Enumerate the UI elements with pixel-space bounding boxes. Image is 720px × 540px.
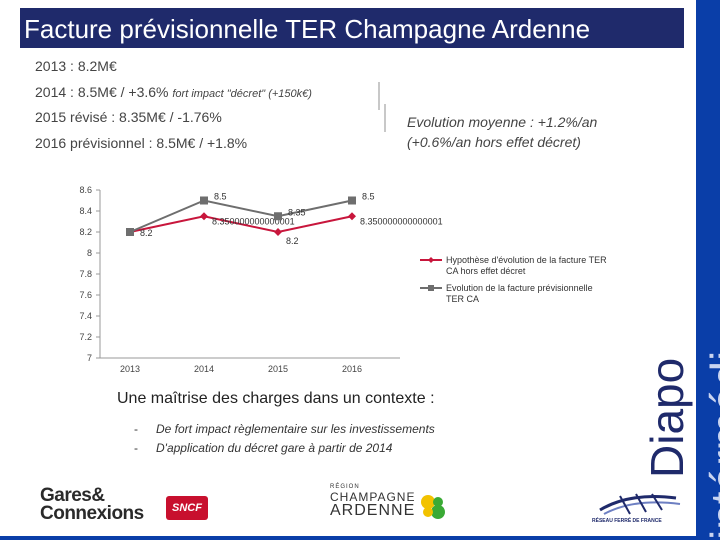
- legend-label-2-line2: TER CA: [446, 294, 479, 304]
- right-decor-strip: [696, 0, 720, 540]
- bullet-item: - De fort impact règlementaire sur les in…: [134, 422, 435, 436]
- series-1-point: [348, 212, 356, 221]
- series-2-point: [126, 228, 134, 236]
- y-tick-label: 7: [87, 353, 92, 363]
- line-2014-note: fort impact "décret" (+150k€): [172, 88, 312, 100]
- bullet-item: - D'application du décret gare à partir d…: [134, 441, 393, 455]
- series-line-1: [129, 215, 353, 234]
- x-tick-label: 2013: [120, 364, 140, 374]
- bottom-decor-strip: [0, 536, 720, 540]
- evolution-chart: 7 7.2 7.4 7.6 7.8 8 8.2 8.4 8.6 2013 2014 2015 2016 8…: [79, 185, 607, 374]
- title-bar: Facture prévisionnelle TER Champagne Ard…: [20, 8, 684, 48]
- data-label: 8.2: [286, 236, 299, 246]
- series-2-point: [200, 196, 208, 205]
- y-tick-label: 7.6: [79, 290, 92, 300]
- y-tick-label: 8: [87, 248, 92, 258]
- evolution-box: Evolution moyenne : +1.2%/an (+0.6%/an h…: [407, 112, 597, 152]
- y-tick-label: 8.4: [79, 206, 92, 216]
- series-2-point: [348, 196, 356, 205]
- region-emblem-icon: [421, 495, 445, 519]
- legend-label-2-line1: Evolution de la facture prévisionnelle: [446, 283, 593, 293]
- x-tick-label: 2015: [268, 364, 288, 374]
- x-tick-label: 2016: [342, 364, 362, 374]
- data-label: 8.350000000000001: [360, 216, 443, 226]
- legend-marker-1: [428, 257, 434, 263]
- separator-1: [378, 82, 380, 110]
- data-label: 8.2: [140, 228, 153, 238]
- data-label: 8.5: [362, 192, 375, 202]
- slide-title: Facture prévisionnelle TER Champagne Ard…: [24, 14, 591, 44]
- sncf-logo: SNCF: [166, 496, 208, 520]
- line-2016-text: 2016 prévisionnel : 8.5M€ / +1.8%: [35, 135, 248, 151]
- gares-connexions-logo: Gares& Connexions: [40, 485, 144, 524]
- y-tick-label: 8.6: [79, 185, 92, 195]
- separator-2: [384, 104, 386, 132]
- line-2014: 2014 : 8.5M€ / +3.6% fort impact "décret…: [35, 84, 312, 100]
- line-2014-text: 2014 : 8.5M€ / +3.6%: [35, 84, 173, 100]
- legend-label-1-line1: Hypothèse d'évolution de la facture TER: [446, 255, 607, 265]
- data-label: 8.350000000000001: [212, 216, 295, 226]
- y-tick-label: 7.8: [79, 269, 92, 279]
- evolution-line-1: Evolution moyenne : +1.2%/an: [407, 114, 598, 130]
- data-label: 8.35: [288, 207, 306, 217]
- line-2015-text: 2015 révisé : 8.35M€ / -1.76%: [35, 109, 222, 125]
- bullet-list: - De fort impact règlementaire sur les in…: [134, 420, 435, 458]
- y-tick-label: 8.2: [79, 227, 92, 237]
- series-line-2: [129, 199, 353, 233]
- section-subtitle: Une maîtrise des charges dans un context…: [117, 390, 435, 407]
- legend-label-1-line2: CA hors effet décret: [446, 266, 526, 276]
- bullet-text: D'application du décret gare à partir de…: [156, 441, 393, 455]
- rff-logo: RÉSEAU FERRÉ DE FRANCE: [590, 488, 686, 528]
- rff-emblem-icon: [599, 493, 681, 515]
- bullet-text: De fort impact règlementaire sur les inv…: [156, 422, 435, 436]
- line-2013: 2013 : 8.2M€: [35, 58, 117, 74]
- y-tick-label: 7.2: [79, 332, 92, 342]
- side-faint-text: intérmédi: [701, 350, 720, 540]
- line-2016: 2016 prévisionnel : 8.5M€ / +1.8%: [35, 135, 247, 151]
- evolution-line-2: (+0.6%/an hors effet décret): [407, 134, 581, 150]
- x-tick-label: 2014: [194, 364, 214, 374]
- line-2015: 2015 révisé : 8.35M€ / -1.76%: [35, 109, 222, 125]
- line-2013-text: 2013 : 8.2M€: [35, 58, 117, 74]
- region-logo: RÉGION CHAMPAGNE ARDENNE: [330, 484, 416, 519]
- series-2-point: [274, 212, 282, 221]
- legend-marker-2: [428, 285, 434, 291]
- y-tick-label: 7.4: [79, 311, 92, 321]
- series-1-point: [274, 228, 282, 236]
- data-label: 8.5: [214, 192, 227, 202]
- series-1-point: [200, 212, 208, 221]
